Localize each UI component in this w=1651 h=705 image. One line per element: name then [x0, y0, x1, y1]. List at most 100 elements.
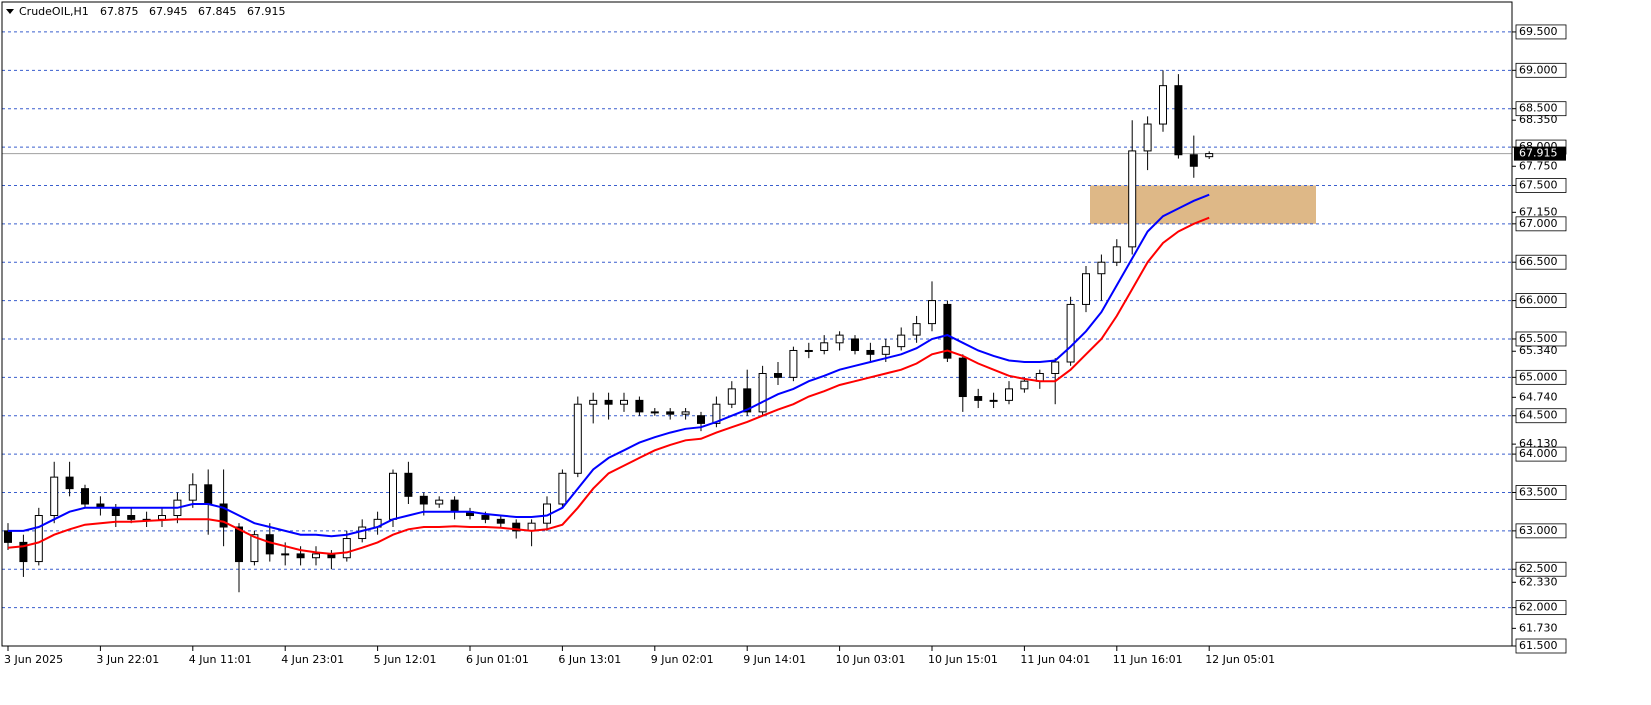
y-tick-label: 64.000	[1519, 447, 1558, 460]
candle-body	[419, 495, 428, 505]
y-tick-box	[1515, 600, 1567, 616]
candle-body	[789, 349, 798, 378]
x-tick-label: 5 Jun 12:01	[374, 653, 437, 666]
y-tick-label: 67.500	[1519, 178, 1558, 191]
candle-body	[881, 346, 890, 355]
candle-body	[281, 553, 290, 556]
candle-body	[727, 388, 736, 405]
candle-body	[928, 300, 936, 325]
y-tick-box	[1515, 408, 1567, 424]
candle-body	[681, 411, 690, 415]
candle-body	[450, 499, 459, 513]
y-tick-box	[1515, 24, 1567, 40]
header-low: 67.845	[198, 5, 237, 18]
candle-body	[635, 399, 644, 413]
y-tick-label: 69.500	[1519, 25, 1558, 38]
candle-body	[820, 342, 829, 351]
candle-body	[50, 476, 59, 517]
candle-body	[404, 472, 413, 497]
y-tick-label: 62.500	[1519, 562, 1558, 575]
candle-body	[496, 518, 505, 524]
candle-body	[712, 403, 721, 424]
y-tick-label: 65.500	[1519, 332, 1558, 345]
candle-body	[1082, 273, 1090, 305]
candle-body	[4, 530, 12, 543]
y-tick-label: 65.000	[1519, 370, 1558, 383]
candle-body	[1097, 261, 1106, 275]
y-tick-box	[1515, 638, 1567, 654]
candle-body	[1051, 361, 1060, 375]
y-tick-label: 67.000	[1519, 217, 1558, 230]
candle-body	[204, 484, 213, 505]
candle-body	[989, 399, 998, 402]
candle-body	[620, 399, 628, 405]
x-tick-label: 10 Jun 03:01	[836, 653, 906, 666]
candle-body	[1189, 154, 1198, 167]
candle-body	[188, 484, 197, 501]
candle-body	[912, 323, 921, 336]
x-tick-label: 4 Jun 23:01	[281, 653, 344, 666]
candle-body	[250, 534, 259, 563]
y-tick-label: 68.350	[1519, 113, 1558, 126]
header-high: 67.945	[149, 5, 188, 18]
y-tick-label: 64.740	[1519, 390, 1558, 403]
y-tick-box	[1515, 446, 1567, 462]
candle-body	[1112, 246, 1121, 263]
plot-frame	[1, 1, 1513, 647]
candle-body	[974, 396, 983, 401]
y-tick-label: 67.150	[1519, 205, 1558, 218]
candle-body	[835, 334, 844, 344]
y-tick-box	[1515, 485, 1567, 500]
y-tick-label: 66.500	[1519, 255, 1558, 268]
x-tick-label: 10 Jun 15:01	[928, 653, 998, 666]
candle-body	[296, 553, 305, 559]
candle-body	[1205, 153, 1214, 158]
candle-body	[851, 338, 859, 351]
candle-body	[512, 522, 521, 532]
x-tick-label: 9 Jun 14:01	[743, 653, 806, 666]
y-tick-label: 68.500	[1519, 102, 1558, 115]
candle-body	[219, 503, 228, 528]
y-tick-label: 61.730	[1519, 621, 1558, 634]
x-tick-label: 9 Jun 02:01	[651, 653, 714, 666]
y-tick-label: 67.750	[1519, 159, 1558, 172]
candle-body	[265, 534, 274, 555]
y-tick-box	[1515, 178, 1567, 193]
candle-body	[34, 515, 43, 563]
candle-body	[589, 399, 598, 405]
candle-body	[1020, 380, 1029, 390]
y-tick-label: 69.000	[1519, 63, 1558, 76]
candle-body	[1005, 388, 1013, 401]
x-tick-label: 12 Jun 05:01	[1205, 653, 1275, 666]
candle-body	[650, 411, 659, 414]
candle-body	[1174, 85, 1183, 156]
candle-body	[1128, 150, 1137, 248]
y-tick-label: 63.000	[1519, 524, 1558, 537]
price-box	[1514, 146, 1566, 161]
menu-arrow[interactable]	[6, 9, 14, 14]
y-tick-box	[1515, 254, 1567, 270]
y-tick-label: 63.500	[1519, 485, 1558, 498]
x-tick-label: 11 Jun 04:01	[1020, 653, 1090, 666]
candle-body	[943, 303, 952, 359]
candle-body	[866, 349, 875, 355]
candle-body	[81, 488, 89, 505]
candle-body	[389, 472, 397, 520]
x-tick-label: 6 Jun 13:01	[558, 653, 621, 666]
y-tick-box	[1515, 62, 1567, 78]
header-close: 67.915	[247, 5, 286, 18]
y-tick-box	[1515, 293, 1567, 308]
y-tick-box	[1515, 216, 1567, 232]
candle-body	[958, 357, 967, 398]
candle-body	[697, 415, 705, 424]
candle-body	[65, 476, 74, 490]
candle-body	[127, 515, 136, 520]
candle-body	[666, 411, 675, 415]
candle-body	[358, 526, 367, 540]
candle-body	[758, 373, 767, 413]
y-tick-label: 64.130	[1519, 437, 1558, 450]
candle-body	[158, 515, 166, 520]
candle-body	[235, 526, 243, 563]
y-tick-label: 62.330	[1519, 575, 1558, 588]
